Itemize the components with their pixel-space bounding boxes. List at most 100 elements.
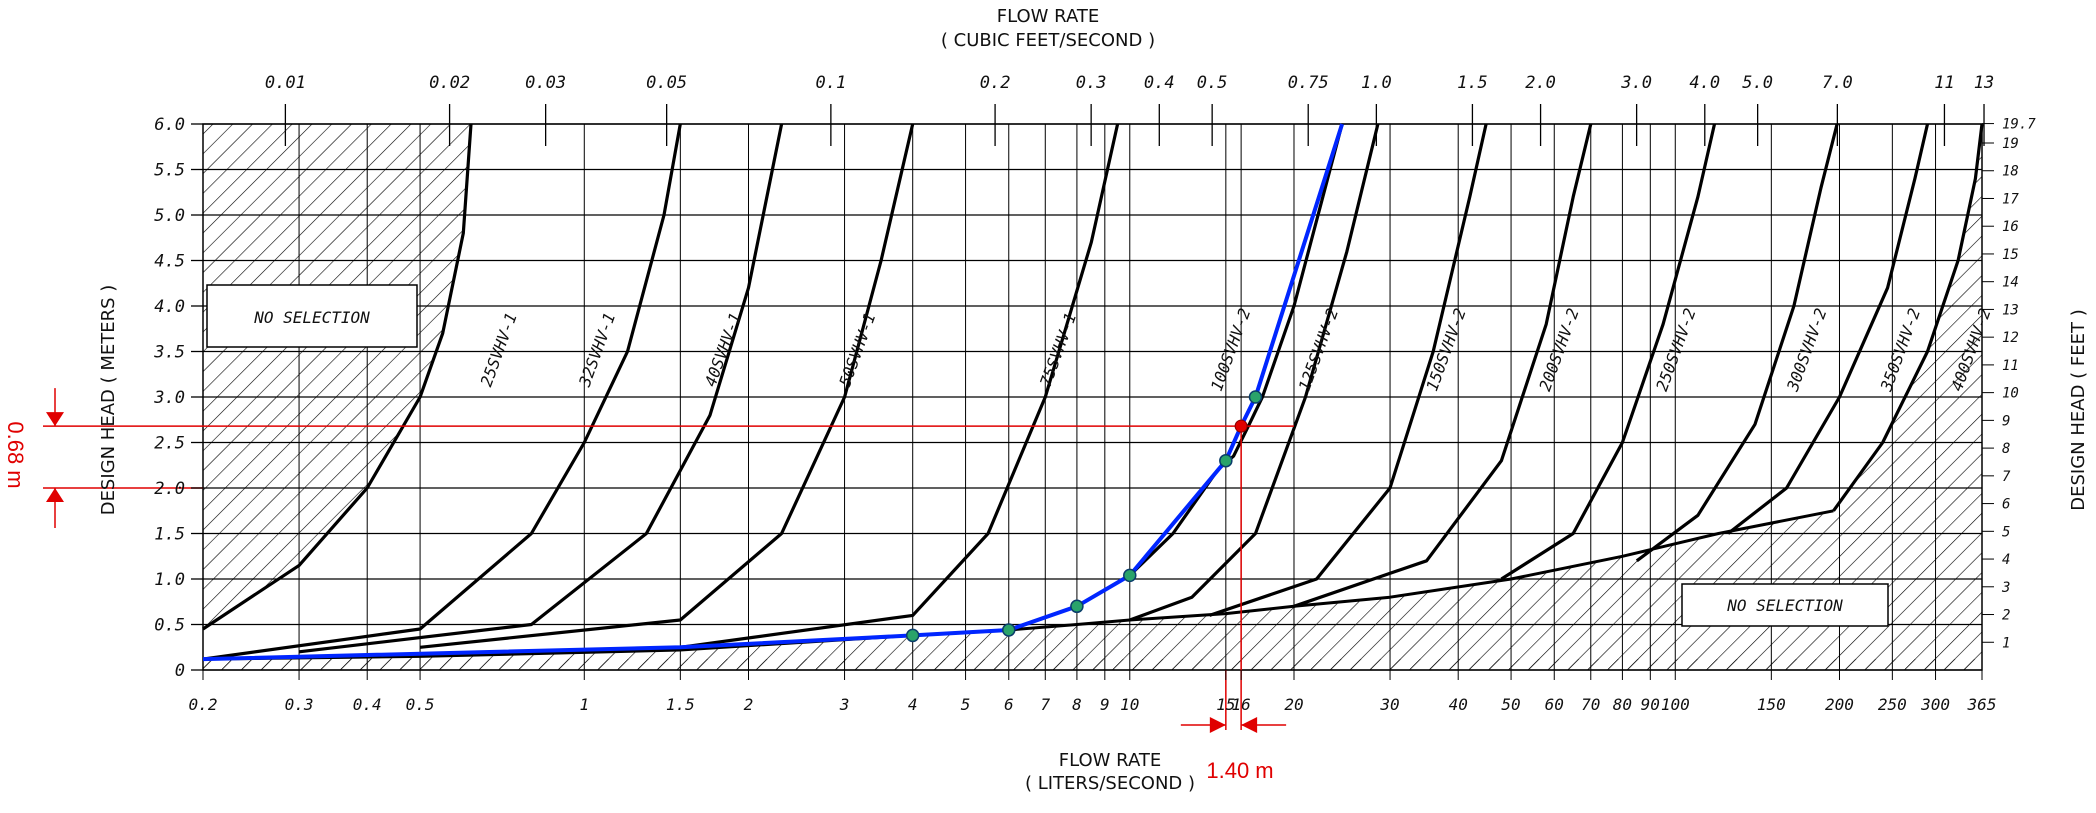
tick-label-m: 1.0 (154, 570, 185, 590)
tick-label-lps: 4 (908, 695, 918, 714)
tick-label-lps: 3 (839, 695, 850, 714)
pump-curve-50SVHV-1 (419, 123, 915, 649)
tick-label-cfs: 0.2 (980, 73, 1011, 93)
tick-label-cfs: 0.03 (525, 73, 566, 93)
tick-label-cfs: 7.0 (1822, 73, 1853, 93)
tick-label-cfs: 4.0 (1689, 73, 1720, 93)
tick-label-m: 2.0 (154, 479, 185, 499)
tick-label-ft: 7 (2002, 469, 2011, 485)
curve-label-75SVHV-1: 75SVHV-1 (1036, 310, 1080, 389)
system-curve (202, 123, 1345, 662)
pump-curve-300SVHV-2 (1635, 123, 1839, 563)
tick-label-lps: 50 (1501, 695, 1520, 714)
tick-label-lps: 250 (1878, 695, 1907, 714)
tick-label-lps: 16 (1231, 695, 1250, 714)
operating-point (1234, 419, 1248, 433)
tick-label-m: 0.5 (154, 616, 185, 636)
tick-label-ft: 19.7 (2002, 117, 2036, 133)
head-annotation: 0.68 m (3, 421, 28, 488)
tick-label-lps: 5 (961, 695, 971, 714)
tick-label-lps: 1 (579, 695, 589, 714)
top-axis-unit: ( CUBIC FEET/SECOND ) (941, 30, 1155, 51)
tick-label-ft: 18 (2002, 164, 2019, 180)
tick-label-ft: 17 (2002, 191, 2019, 207)
tick-label-ft: 3 (2001, 580, 2010, 596)
tick-label-cfs: 0.05 (646, 73, 687, 93)
pump-curve-125SVHV-2 (1129, 123, 1380, 622)
tick-label-lps: 90 (1641, 695, 1660, 714)
flow-arrowhead-right (1241, 717, 1258, 733)
pump-curve-32SVHV-1 (202, 123, 682, 661)
curve-label-125SVHV-2: 125SVHV-2 (1295, 306, 1343, 394)
tick-label-ft: 9 (2002, 413, 2010, 429)
tick-label-m: 1.5 (154, 525, 185, 545)
tick-label-ft: 4 (2002, 552, 2010, 568)
system-curve-point (1219, 453, 1233, 468)
right-axis-title: DESIGN HEAD ( FEET ) (2068, 309, 2089, 511)
tick-label-ft: 13 (2002, 302, 2019, 318)
tick-label-m: 3.0 (153, 388, 185, 408)
tick-label-m: 3.5 (153, 343, 185, 363)
tick-label-lps: 0.2 (189, 695, 218, 714)
pump-curve-200SVHV-2 (1293, 123, 1593, 608)
pump-curve-75SVHV-1 (680, 123, 1120, 649)
tick-label-lps: 7 (1040, 695, 1050, 714)
tick-label-lps: 10 (1120, 695, 1139, 714)
curve-label-250SVHV-2: 250SVHV-2 (1652, 306, 1700, 394)
tick-label-lps: 0.5 (406, 695, 435, 714)
tick-label-ft: 6 (2002, 497, 2010, 513)
pump-curve-150SVHV-2 (1208, 123, 1488, 617)
tick-label-lps: 80 (1613, 695, 1632, 714)
tick-label-lps: 6 (1004, 695, 1014, 714)
top-axis-title: FLOW RATE (997, 6, 1100, 27)
tick-label-m: 5.5 (154, 161, 185, 181)
tick-label-lps: 1.5 (666, 695, 695, 714)
tick-label-cfs: 0.3 (1076, 73, 1107, 93)
pump-curve-250SVHV-2 (1500, 123, 1717, 581)
head-arrowhead-top (46, 412, 64, 427)
curve-label-150SVHV-2: 150SVHV-2 (1422, 306, 1470, 394)
curve-label-50SVHV-1: 50SVHV-1 (835, 310, 879, 389)
lower-limit-curve (202, 509, 1834, 661)
tick-label-m: 4.5 (154, 252, 185, 272)
pump-curve-100SVHV-2 (912, 123, 1344, 637)
no-selection-box-left (206, 284, 418, 348)
tick-label-lps: 0.3 (285, 695, 314, 714)
tick-label-lps: 60 (1545, 695, 1564, 714)
tick-label-ft: 15 (2002, 247, 2019, 263)
tick-label-cfs: 5.0 (1742, 73, 1773, 93)
pump-curve-40SVHV-1 (298, 123, 784, 654)
tick-label-m: 6.0 (154, 115, 185, 135)
tick-label-ft: 19 (2002, 136, 2019, 152)
tick-label-m: 4.0 (154, 297, 185, 317)
tick-label-cfs: 0.4 (1144, 73, 1175, 93)
tick-label-cfs: 0.02 (429, 73, 470, 93)
tick-label-ft: 2 (2002, 608, 2010, 624)
pump-curve-400SVHV-2 (1832, 123, 1984, 512)
grid (202, 123, 1983, 671)
tick-label-lps: 2 (744, 695, 754, 714)
no-selection-label-left: NO SELECTION (253, 308, 370, 327)
curve-label-40SVHV-1: 40SVHV-1 (701, 310, 745, 389)
tick-label-lps: 70 (1581, 695, 1600, 714)
tick-label-ft: 10 (2002, 386, 2019, 402)
tick-label-lps: 300 (1920, 695, 1950, 714)
curve-label-32SVHV-1: 32SVHV-1 (575, 310, 620, 390)
left-axis-title: DESIGN HEAD ( METERS ) (98, 285, 119, 516)
tick-label-cfs: 0.5 (1197, 73, 1228, 93)
no-selection-region-floor (203, 659, 1982, 670)
no-selection-box-right (1681, 583, 1889, 627)
tick-label-ft: 5 (2002, 524, 2010, 540)
tick-label-cfs: 0.75 (1288, 73, 1329, 93)
tick-label-lps: 8 (1072, 695, 1082, 714)
tick-label-lps: 365 (1967, 695, 1997, 714)
tick-label-ft: 12 (2002, 330, 2019, 346)
no-selection-label-right: NO SELECTION (1726, 596, 1843, 615)
tick-label-lps: 150 (1757, 695, 1786, 714)
bottom-axis-unit: ( LITERS/SECOND ) (1025, 773, 1195, 794)
tick-label-cfs: 0.01 (265, 73, 306, 93)
tick-label-cfs: 1.5 (1457, 73, 1488, 93)
head-arrowhead-bottom (46, 488, 64, 502)
flow-arrowhead-left (1209, 717, 1226, 733)
